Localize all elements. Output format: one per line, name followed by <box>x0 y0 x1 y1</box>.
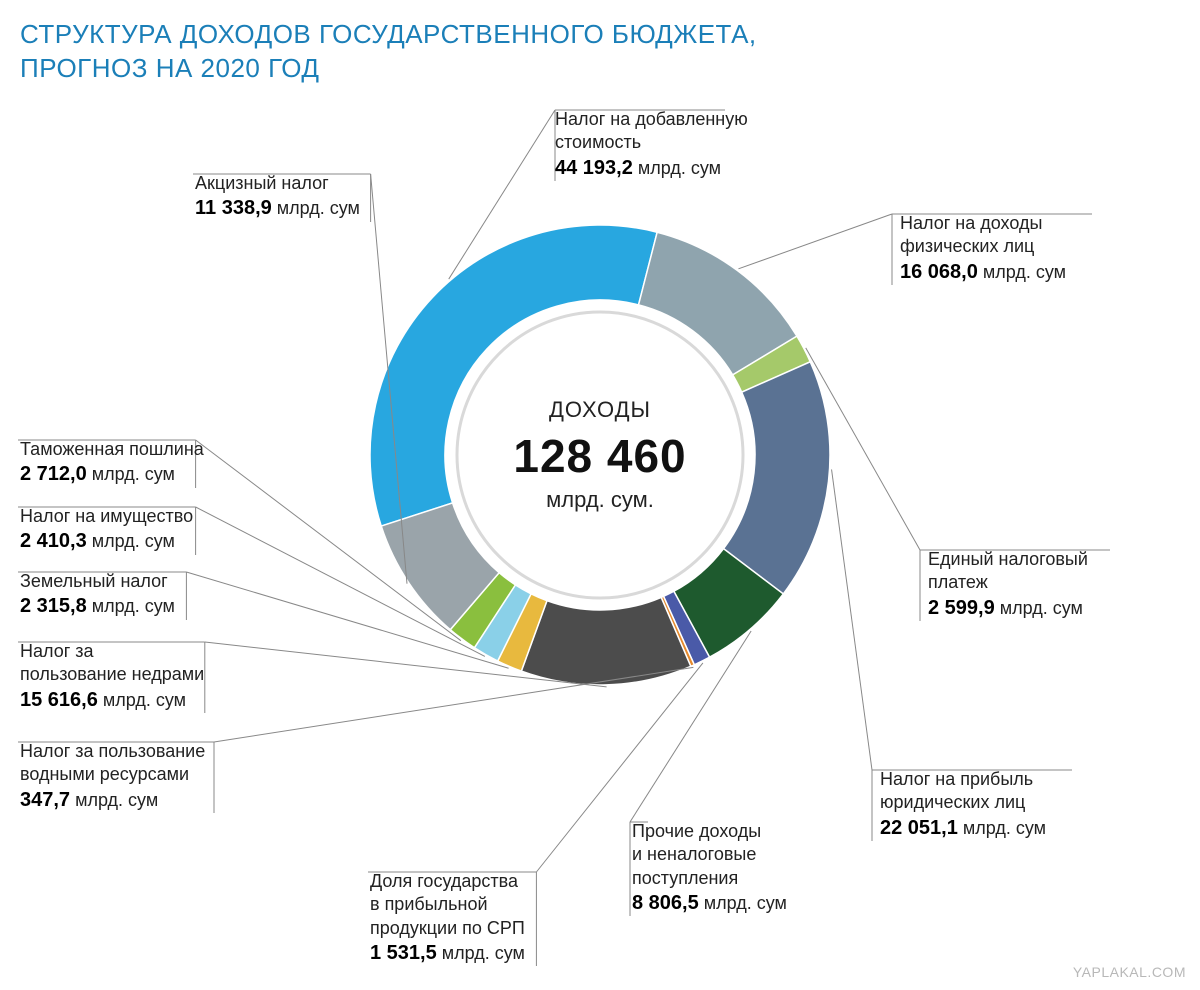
callout-label-line: Налог на имущество <box>20 505 193 528</box>
callout-value-row: 1 531,5 млрд. сум <box>370 940 525 966</box>
callout-subsoil: Налог запользование недрами15 616,6 млрд… <box>20 640 204 713</box>
callout-value-row: 347,7 млрд. сум <box>20 787 205 813</box>
title-line-1: СТРУКТУРА ДОХОДОВ ГОСУДАРСТВЕННОГО БЮДЖЕ… <box>20 18 757 52</box>
callout-value: 44 193,2 <box>555 157 633 179</box>
callout-label-line: Прочие доходы <box>632 820 787 843</box>
callout-unit: млрд. сум <box>277 198 360 218</box>
callout-vat: Налог на добавленнуюстоимость44 193,2 мл… <box>555 108 748 181</box>
callout-label-line: Единый налоговый <box>928 548 1088 571</box>
callout-unit: млрд. сум <box>638 158 721 178</box>
callout-label-line: водными ресурсами <box>20 763 205 786</box>
callout-label-line: в прибыльной <box>370 893 525 916</box>
callout-other_income: Прочие доходыи неналоговыепоступления8 8… <box>632 820 787 916</box>
callout-label-line: Налог на добавленную <box>555 108 748 131</box>
callout-value: 2 410,3 <box>20 530 87 552</box>
callout-value: 2 712,0 <box>20 463 87 485</box>
callout-unit: млрд. сум <box>442 943 525 963</box>
callout-excise: Акцизный налог11 338,9 млрд. сум <box>195 172 360 221</box>
callout-single_tax: Единый налоговыйплатеж2 599,9 млрд. сум <box>928 548 1088 621</box>
callout-value-row: 2 315,8 млрд. сум <box>20 593 175 619</box>
callout-label-line: физических лиц <box>900 235 1066 258</box>
callout-label-line: Доля государства <box>370 870 525 893</box>
callout-label-line: стоимость <box>555 131 748 154</box>
callout-value: 8 806,5 <box>632 892 699 914</box>
donut-segment-vat <box>370 225 657 526</box>
callout-value-row: 8 806,5 млрд. сум <box>632 890 787 916</box>
callout-psa: Доля государствав прибыльнойпродукции по… <box>370 870 525 966</box>
callout-value-row: 44 193,2 млрд. сум <box>555 155 748 181</box>
callout-unit: млрд. сум <box>1000 598 1083 618</box>
callout-unit: млрд. сум <box>92 531 175 551</box>
callout-value-row: 2 410,3 млрд. сум <box>20 528 193 554</box>
callout-unit: млрд. сум <box>704 893 787 913</box>
callout-unit: млрд. сум <box>103 690 186 710</box>
callout-label-line: Налог на доходы <box>900 212 1066 235</box>
callout-corp_profit: Налог на прибыльюридических лиц22 051,1 … <box>880 768 1046 841</box>
watermark: YAPLAKAL.COM <box>1073 964 1186 980</box>
donut-inner-ring <box>457 312 743 598</box>
leader-line <box>832 469 872 770</box>
callout-label-line: Земельный налог <box>20 570 175 593</box>
callout-value: 16 068,0 <box>900 261 978 283</box>
callout-label-line: поступления <box>632 867 787 890</box>
callout-value-row: 16 068,0 млрд. сум <box>900 259 1066 285</box>
donut-segment-subsoil <box>521 597 690 685</box>
donut-chart: ДОХОДЫ 128 460 млрд. сум. <box>370 225 830 685</box>
callout-unit: млрд. сум <box>983 262 1066 282</box>
callout-label-line: юридических лиц <box>880 791 1046 814</box>
callout-label-line: Налог за пользование <box>20 740 205 763</box>
callout-value-row: 2 712,0 млрд. сум <box>20 461 204 487</box>
callout-value: 2 599,9 <box>928 597 995 619</box>
callout-label-line: и неналоговые <box>632 843 787 866</box>
callout-land: Земельный налог2 315,8 млрд. сум <box>20 570 175 619</box>
callout-water: Налог за пользованиеводными ресурсами347… <box>20 740 205 813</box>
callout-unit: млрд. сум <box>92 596 175 616</box>
callout-value: 15 616,6 <box>20 689 98 711</box>
callout-value: 2 315,8 <box>20 595 87 617</box>
callout-label-line: платеж <box>928 571 1088 594</box>
callout-customs: Таможенная пошлина2 712,0 млрд. сум <box>20 438 204 487</box>
callout-value: 11 338,9 <box>195 197 272 219</box>
callout-value: 347,7 <box>20 789 70 811</box>
title-line-2: ПРОГНОЗ НА 2020 ГОД <box>20 52 757 86</box>
callout-value-row: 15 616,6 млрд. сум <box>20 687 204 713</box>
callout-value-row: 22 051,1 млрд. сум <box>880 815 1046 841</box>
callout-label-line: Акцизный налог <box>195 172 360 195</box>
callout-unit: млрд. сум <box>963 818 1046 838</box>
callout-value-row: 2 599,9 млрд. сум <box>928 595 1088 621</box>
callout-value: 22 051,1 <box>880 817 958 839</box>
callout-pit: Налог на доходыфизических лиц16 068,0 мл… <box>900 212 1066 285</box>
callout-property: Налог на имущество2 410,3 млрд. сум <box>20 505 193 554</box>
callout-value-row: 11 338,9 млрд. сум <box>195 195 360 221</box>
donut-svg <box>370 225 830 685</box>
page-title: СТРУКТУРА ДОХОДОВ ГОСУДАРСТВЕННОГО БЮДЖЕ… <box>20 18 757 86</box>
callout-label-line: пользование недрами <box>20 663 204 686</box>
callout-unit: млрд. сум <box>75 790 158 810</box>
callout-label-line: Налог на прибыль <box>880 768 1046 791</box>
callout-unit: млрд. сум <box>92 464 175 484</box>
donut-segment-corp_profit <box>724 362 830 594</box>
callout-label-line: Таможенная пошлина <box>20 438 204 461</box>
callout-label-line: продукции по СРП <box>370 917 525 940</box>
callout-label-line: Налог за <box>20 640 204 663</box>
callout-value: 1 531,5 <box>370 942 437 964</box>
